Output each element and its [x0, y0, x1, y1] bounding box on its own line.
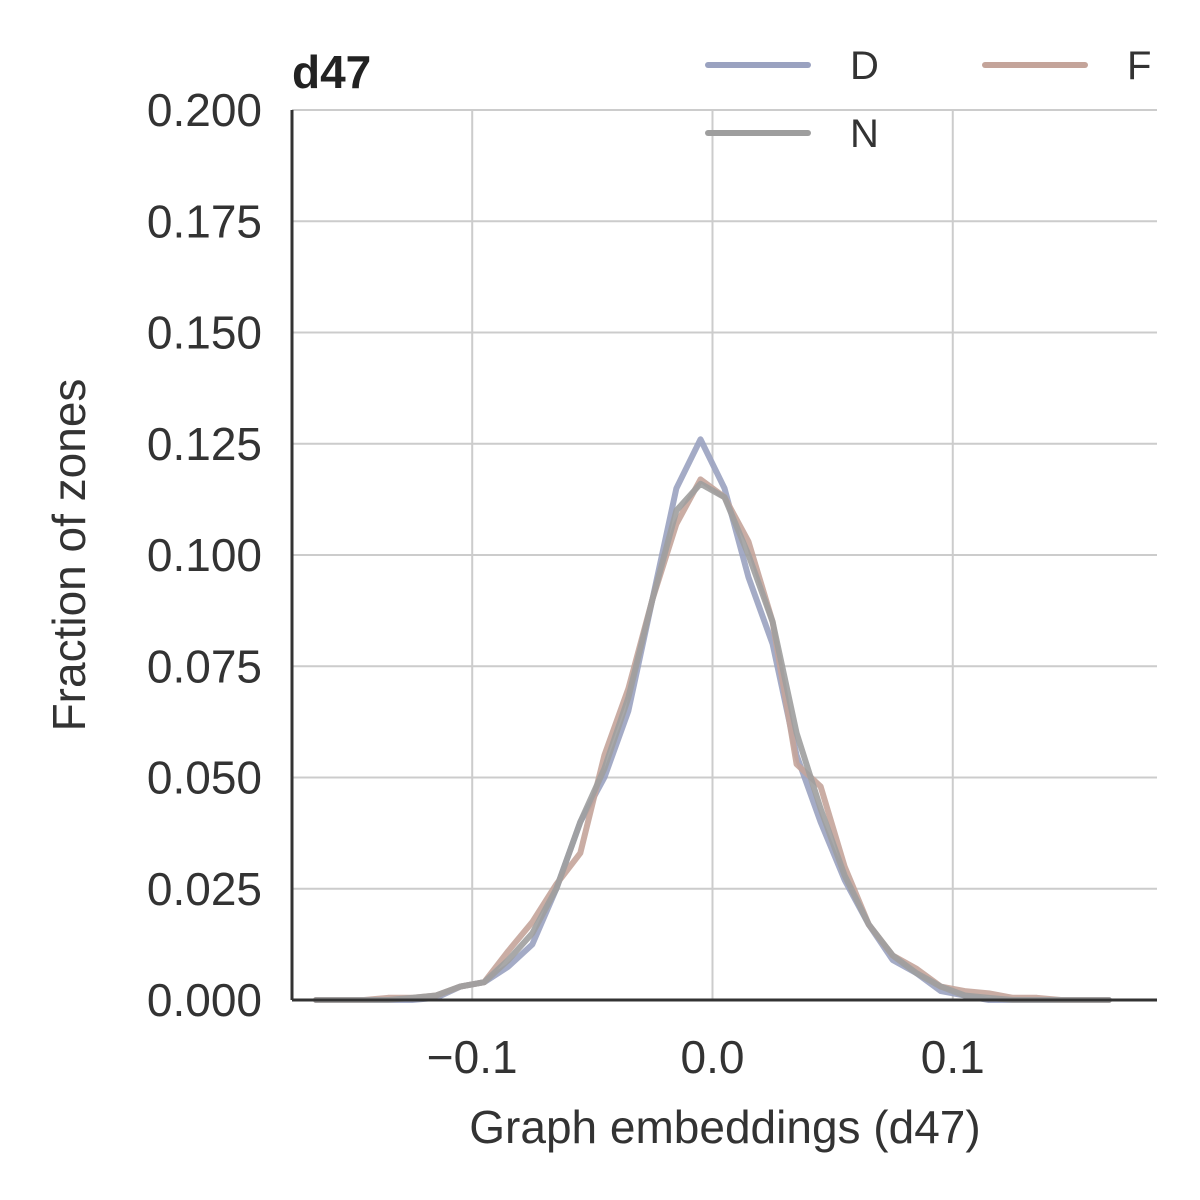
- legend-label-n: N: [850, 112, 879, 156]
- y-tick-label: 0.050: [147, 752, 262, 804]
- grid: [292, 109, 1157, 1000]
- x-axis-title: Graph embeddings (d47): [469, 1101, 980, 1153]
- legend-label-f: F: [1127, 44, 1151, 88]
- series-lines: [313, 436, 1112, 1003]
- y-tick-label: 0.075: [147, 640, 262, 692]
- y-tick-label: 0.125: [147, 418, 262, 470]
- legend: D F N: [705, 44, 1151, 156]
- y-tick-label: 0.150: [147, 307, 262, 359]
- x-tick-label: −0.1: [427, 1031, 518, 1083]
- x-tick-label: 0.0: [681, 1031, 745, 1083]
- y-tick-label: 0.025: [147, 863, 262, 915]
- x-tick-label: 0.1: [921, 1031, 985, 1083]
- y-tick-label: 0.175: [147, 195, 262, 247]
- chart-title: d47: [292, 46, 371, 98]
- y-tick-label: 0.200: [147, 84, 262, 136]
- y-tick-label: 0.000: [147, 974, 262, 1026]
- y-tick-labels: 0.000 0.025 0.050 0.075 0.100 0.125 0.150 0.175…: [147, 84, 262, 1026]
- x-tick-labels: −0.1 0.0 0.1: [427, 1031, 985, 1083]
- series-line-n: [313, 480, 1112, 1003]
- legend-label-d: D: [850, 44, 879, 88]
- axes: [290, 110, 1157, 1002]
- y-tick-label: 0.100: [147, 529, 262, 581]
- y-axis-title: Fraction of zones: [43, 379, 95, 732]
